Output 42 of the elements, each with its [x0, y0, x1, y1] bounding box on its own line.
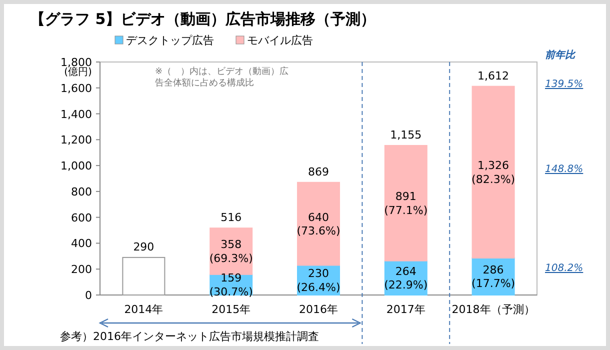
- data-label: 358 (69.3%): [209, 238, 253, 265]
- y-tick-label: 0: [85, 289, 92, 302]
- x-tick-label: 2016年: [299, 303, 338, 316]
- total-label: 516: [220, 211, 242, 224]
- x-tick-label: 2015年: [212, 303, 251, 316]
- bar: [472, 86, 515, 258]
- legend-label: デスクトップ広告: [126, 34, 214, 47]
- chart-title: 【グラフ 5】ビデオ（動画）広告市場推移（予測）: [30, 10, 376, 28]
- data-label: 1,326 (82.3%): [472, 159, 516, 186]
- text: 参考）2016年インターネット広告市場規模推計調査: [60, 330, 319, 343]
- y-tick-label: 1,400: [60, 108, 92, 121]
- total-label: 290: [133, 240, 154, 254]
- total-label: 1,612: [478, 69, 510, 82]
- data-label: 891 (77.1%): [384, 190, 428, 217]
- data-label: 230 (26.4%): [296, 267, 340, 294]
- y-tick-label: 1,200: [60, 134, 92, 147]
- text: 前年比: [545, 49, 576, 61]
- y-tick-label: 200: [71, 263, 92, 276]
- bar: [384, 144, 428, 262]
- y-tick-label: 400: [71, 237, 92, 250]
- data-label: 159 (30.7%): [209, 272, 253, 298]
- x-tick-label: 2018年（予測）: [452, 303, 535, 316]
- text: 108.2%: [545, 263, 584, 274]
- y-axis-title: (億円): [64, 66, 92, 78]
- y-tick-label: 1,600: [60, 82, 92, 95]
- annotation: ※（ ）内は、ビデオ（動画）広告全体額に占める構成比: [155, 66, 289, 88]
- bar: [122, 256, 166, 296]
- y-tick-label: 1,800: [60, 56, 92, 69]
- data-label: 640 (73.6%): [296, 210, 340, 238]
- x-tick-label: 2014年: [124, 303, 164, 316]
- text: 148.8%: [545, 164, 584, 175]
- y-tick-label: 800: [71, 185, 92, 198]
- x-tick-label: 2017年: [386, 303, 426, 316]
- data-label: 286 (17.7%): [472, 263, 516, 290]
- y-tick-label: 1,000: [60, 160, 92, 173]
- y-tick-label: 600: [71, 211, 92, 224]
- text: 139.5%: [545, 79, 584, 90]
- legend-label: モバイル広告: [247, 34, 313, 47]
- bar: [297, 182, 340, 266]
- total-label: 1,155: [390, 128, 422, 142]
- data-label: 264 (22.9%): [384, 264, 428, 292]
- total-label: 869: [308, 165, 329, 178]
